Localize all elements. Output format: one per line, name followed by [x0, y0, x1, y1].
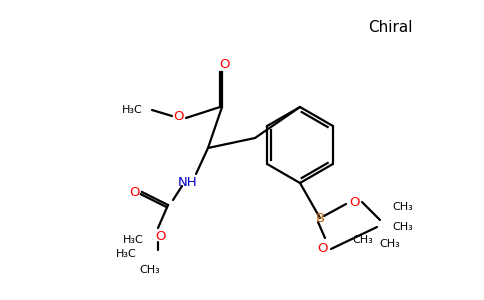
Text: CH₃: CH₃ [353, 235, 373, 245]
Text: CH₃: CH₃ [393, 222, 413, 232]
Text: O: O [155, 230, 165, 242]
Text: NH: NH [178, 176, 198, 188]
Text: H₃C: H₃C [122, 235, 143, 245]
Text: O: O [173, 110, 183, 122]
Text: H₃C: H₃C [121, 105, 142, 115]
Text: Chiral: Chiral [368, 20, 412, 35]
Text: O: O [350, 196, 360, 208]
Text: CH₃: CH₃ [393, 202, 413, 212]
Text: O: O [318, 242, 328, 256]
Text: B: B [316, 212, 325, 224]
Text: H₃C: H₃C [116, 249, 136, 259]
Text: O: O [219, 58, 229, 70]
Text: CH₃: CH₃ [379, 239, 400, 249]
Text: CH₃: CH₃ [139, 265, 160, 275]
Text: O: O [129, 185, 139, 199]
